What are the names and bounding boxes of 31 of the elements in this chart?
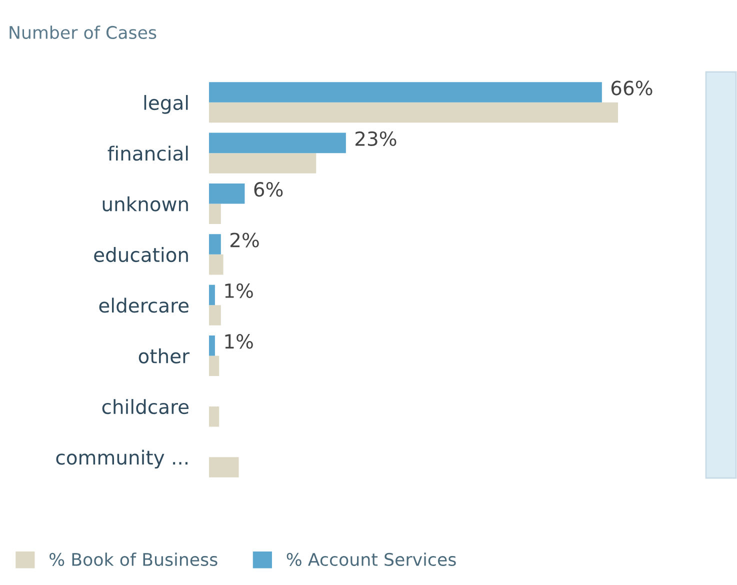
bar [209,254,224,275]
bar [209,305,221,326]
bar [209,356,220,376]
y-tick-label: other [138,348,190,364]
bar [209,204,221,224]
bar [209,82,602,102]
data-label: 66% [611,80,652,96]
data-label: 1% [225,334,253,349]
y-tick-label: childcare [102,399,189,414]
y-tick-label: community ... [56,450,188,469]
legend-label: % Book of Business [50,552,218,566]
bar [209,132,346,154]
legend-label: % Account Services [286,552,456,566]
bar [209,284,215,306]
y-tick-label: eldercare [99,298,189,313]
y-tick-label: education [94,247,188,262]
bar [209,336,215,356]
y-tick-label: legal [144,95,188,114]
bar [209,183,245,204]
bar [209,153,316,174]
bar [209,406,220,427]
bar [209,457,239,478]
y-tick-label: unknown [102,196,188,212]
data-label: 6% [254,182,283,197]
data-label: 23% [356,131,396,146]
data-label: 1% [225,283,253,298]
chart-title: Number of Cases [10,26,156,40]
bar [209,102,618,123]
bar [209,234,221,254]
data-label: 2% [230,232,259,248]
y-tick-label: financial [108,146,188,161]
